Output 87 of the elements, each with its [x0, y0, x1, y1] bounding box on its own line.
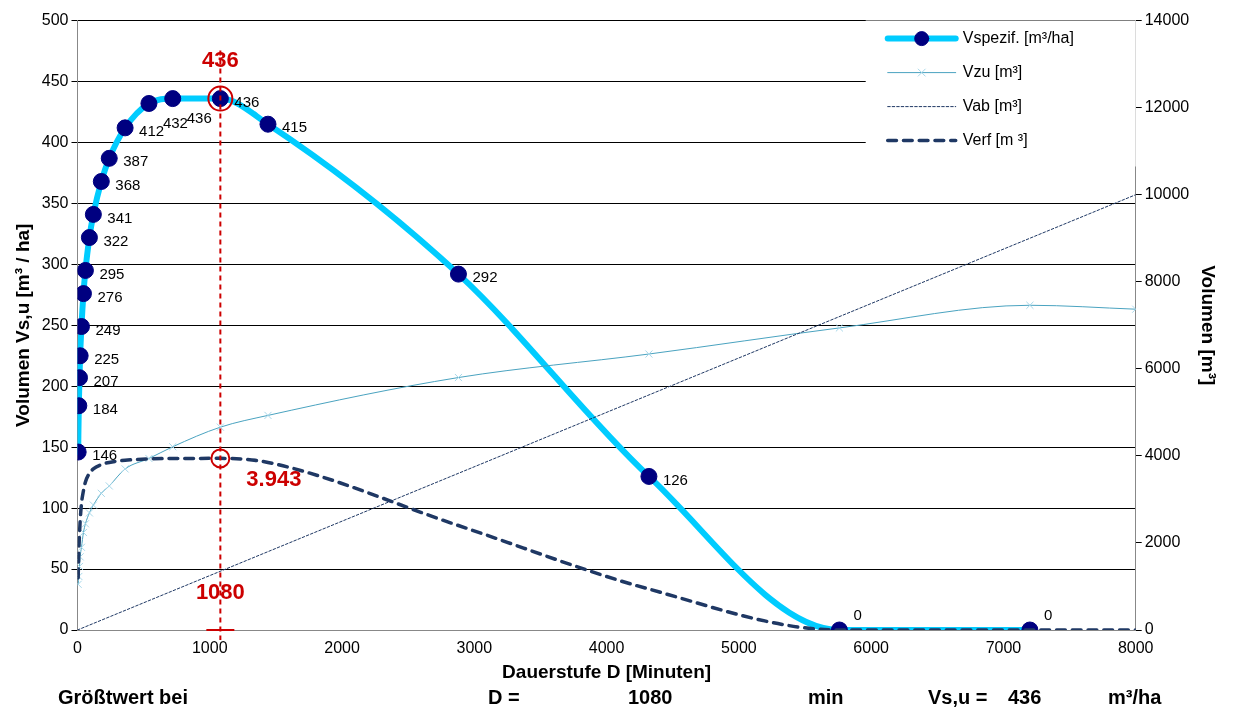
- data-label: 292: [472, 268, 498, 286]
- x-axis-title: Dauerstufe D [Minuten]: [502, 660, 712, 682]
- point: [144, 454, 153, 463]
- ref-line-label: 1080: [195, 579, 245, 605]
- text: Größtwert bei: [58, 686, 189, 709]
- text: 436: [1008, 686, 1042, 709]
- point: [89, 501, 98, 510]
- point: [97, 489, 106, 498]
- point: [835, 323, 844, 332]
- data-label: 146: [92, 446, 118, 464]
- y2-tick-label: 2000: [1144, 533, 1181, 551]
- y-tick-label: 250: [41, 315, 69, 333]
- point: [92, 172, 110, 190]
- text: 1080: [628, 686, 673, 709]
- data-label: 207: [93, 371, 119, 389]
- point: [1025, 301, 1034, 310]
- point: [644, 349, 653, 359]
- point: [80, 229, 98, 247]
- y-tick-label: 350: [41, 193, 69, 211]
- data-label: 387: [123, 152, 149, 170]
- y-tick-label: 50: [50, 559, 69, 577]
- y2-axis-title: Volumen [m³]: [1198, 265, 1220, 386]
- point: [164, 90, 182, 108]
- y-tick-label: 200: [41, 376, 69, 394]
- x-tick-label: 8000: [1117, 639, 1154, 657]
- data-label: 276: [97, 287, 123, 305]
- y2-tick-label: 14000: [1144, 11, 1190, 29]
- text: min: [808, 686, 844, 709]
- y2-tick-label: 10000: [1144, 185, 1190, 203]
- data-label: 415: [281, 118, 307, 136]
- x-tick-label: 2000: [324, 639, 360, 657]
- x-tick-label: 5000: [721, 639, 757, 657]
- data-label: 322: [103, 231, 129, 249]
- point: [116, 119, 134, 137]
- y-tick-label: 500: [41, 11, 69, 29]
- point: [77, 261, 94, 279]
- x-tick-label: 0: [73, 639, 83, 657]
- point: [454, 373, 463, 382]
- y-tick-label: 100: [41, 498, 69, 516]
- data-label: 126: [662, 470, 688, 488]
- data-label: 225: [94, 349, 120, 367]
- x-tick-label: 6000: [853, 639, 890, 657]
- legend-label: Verf [m ³]: [962, 131, 1028, 149]
- annotation: 3.943: [246, 466, 302, 492]
- y2-tick-label: 0: [1144, 620, 1154, 638]
- text: Vs,u =: [928, 686, 988, 709]
- data-label: 0: [1043, 606, 1053, 624]
- x-tick-label: 3000: [456, 639, 493, 657]
- y2-tick-label: 4000: [1144, 446, 1181, 464]
- data-label: 0: [853, 606, 862, 624]
- data-label: 436: [186, 108, 212, 126]
- y-tick-label: 0: [59, 620, 69, 638]
- point: [121, 464, 130, 473]
- point: [168, 442, 177, 451]
- text: D =: [488, 686, 520, 709]
- data-label: 341: [107, 208, 133, 226]
- x-tick-label: 4000: [588, 639, 625, 657]
- point: [84, 205, 102, 223]
- point: [640, 467, 658, 485]
- x-tick-label: 7000: [985, 639, 1022, 657]
- annotation: 436: [201, 46, 239, 72]
- data-label: 368: [115, 175, 141, 193]
- data-label: 436: [234, 92, 260, 110]
- data-label: 295: [99, 264, 125, 282]
- legend-label: Vspezif. [m³/ha]: [962, 29, 1074, 47]
- point: [105, 481, 114, 490]
- point: [216, 423, 225, 432]
- point: [259, 115, 277, 133]
- point: [85, 508, 94, 517]
- y-tick-label: 400: [41, 132, 69, 150]
- text: m³/ha: [1108, 686, 1162, 709]
- data-label: 432: [162, 113, 188, 131]
- y-tick-label: 150: [41, 437, 69, 455]
- y-tick-label: 450: [41, 71, 69, 89]
- legend-label: Vab [m³]: [962, 97, 1022, 115]
- y2-tick-label: 8000: [1144, 272, 1181, 290]
- x-tick-label: 1000: [191, 639, 228, 657]
- y2-tick-label: 6000: [1144, 359, 1181, 377]
- y2-tick-label: 12000: [1144, 98, 1190, 116]
- point: [263, 411, 273, 420]
- legend-label: Vzu [m³]: [962, 63, 1023, 81]
- point: [100, 149, 118, 167]
- point: [140, 94, 158, 112]
- y-tick-label: 300: [41, 254, 69, 272]
- y-axis-title: Volumen Vs,u [m³ / ha]: [11, 223, 33, 427]
- data-label: 184: [92, 399, 118, 417]
- point: [449, 265, 467, 283]
